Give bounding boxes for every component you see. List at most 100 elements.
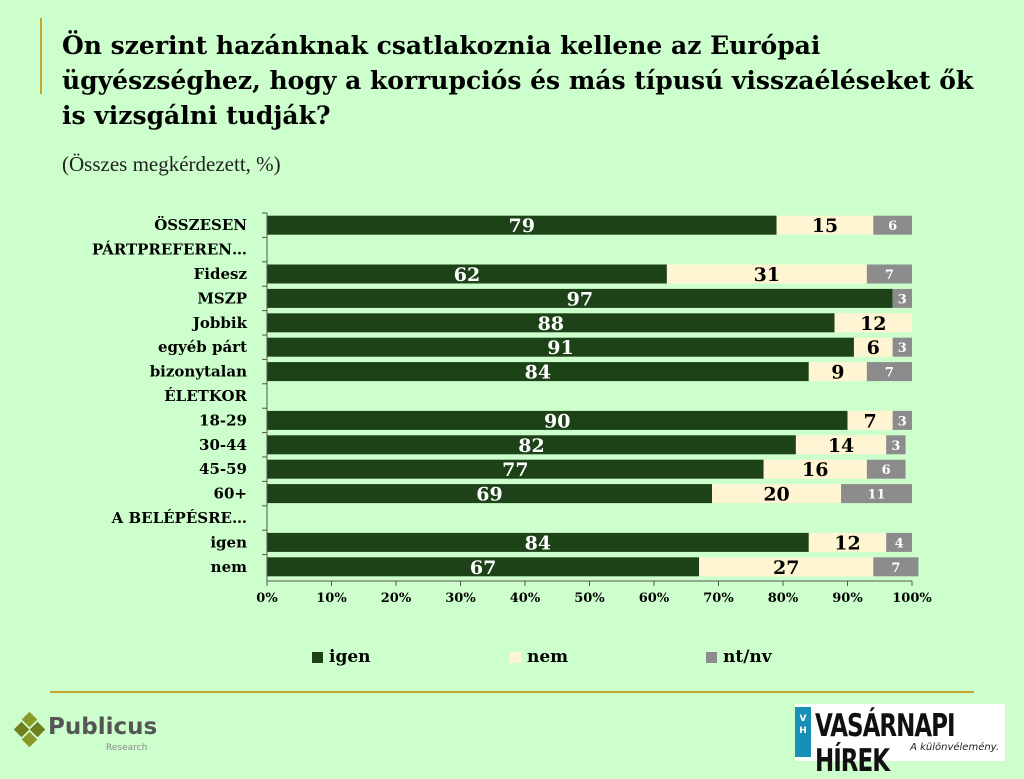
bar-segment-nem (808, 532, 887, 552)
title-accent-line (40, 18, 42, 94)
data-label-igen: 69 (476, 484, 502, 506)
bar-segment-nem (853, 337, 893, 357)
category-label: igen (210, 533, 247, 551)
category-label: 30-44 (199, 436, 247, 454)
data-label-igen: 77 (502, 459, 528, 481)
data-label-igen: 84 (525, 362, 551, 384)
x-tick-label: 80% (768, 591, 799, 606)
category-label: A BELÉPÉSRE… (111, 509, 247, 527)
x-tick-label: 90% (832, 591, 863, 606)
bar-segment-ntnv (873, 557, 919, 577)
data-label-nem: 15 (812, 215, 838, 237)
footer-divider (50, 691, 974, 693)
data-label-nem: 9 (831, 362, 844, 384)
category-label: nem (211, 558, 247, 576)
bar-segment-igen (267, 435, 796, 455)
data-label-ntnv: 7 (885, 268, 894, 283)
data-label-ntnv: 11 (867, 488, 885, 503)
category-label: egyéb párt (158, 338, 247, 356)
data-label-igen: 82 (518, 435, 544, 457)
chart-subtitle: (Összes megkérdezett, %) (62, 152, 281, 176)
bar-segment-igen (267, 337, 854, 357)
x-tick-label: 10% (316, 591, 347, 606)
data-label-ntnv: 7 (891, 561, 900, 576)
bar-segment-igen (267, 288, 893, 308)
bar-segment-igen (267, 362, 809, 382)
x-tick-label: 100% (892, 591, 932, 606)
bar-segment-ntnv (873, 215, 912, 235)
chart-legend: igen nem nt/nv (0, 647, 1024, 671)
data-label-ntnv: 6 (888, 219, 897, 234)
legend-label-nem: nem (527, 647, 569, 667)
bar-segment-ntnv (841, 484, 912, 504)
x-tick-label: 40% (510, 591, 541, 606)
category-label: 60+ (214, 485, 247, 503)
vh-box-mark: V H (795, 707, 811, 757)
legend-swatch-nem (510, 651, 521, 663)
legend-label-igen: igen (329, 647, 371, 667)
bar-segment-igen (267, 313, 835, 333)
data-label-nem: 12 (860, 313, 886, 335)
legend-swatch-ntnv (706, 651, 717, 663)
publicus-diamond-icon (14, 712, 46, 748)
bar-segment-ntnv (886, 532, 912, 552)
category-label: ÉLETKOR (164, 387, 247, 405)
vasarnapi-hirek-logo: V H VASÁRNAPI HÍREK A különvélemény. (795, 704, 1005, 779)
bar-segment-ntnv (866, 459, 906, 479)
bar-segment-igen (267, 557, 700, 577)
data-label-nem: 14 (828, 435, 854, 457)
data-label-igen: 88 (538, 313, 564, 335)
data-label-nem: 27 (773, 557, 799, 579)
x-tick-label: 70% (703, 591, 734, 606)
data-label-ntnv: 3 (898, 341, 907, 356)
data-label-igen: 62 (454, 264, 480, 286)
category-label: bizonytalan (150, 363, 247, 381)
bar-segment-nem (808, 362, 867, 382)
legend-label-ntnv: nt/nv (723, 647, 772, 667)
category-label: Fidesz (194, 265, 248, 283)
data-label-nem: 20 (763, 484, 789, 506)
data-label-igen: 79 (509, 215, 535, 237)
data-label-nem: 6 (867, 337, 880, 359)
data-label-ntnv: 3 (898, 414, 907, 429)
bar-segment-igen (267, 484, 713, 504)
publicus-logo-sub: Research (106, 743, 148, 753)
publicus-logo: Publicus Research (14, 712, 157, 756)
x-tick-label: 0% (256, 591, 278, 606)
category-label: ÖSSZESEN (154, 215, 247, 234)
legend-item-nem: nem (510, 647, 568, 667)
legend-item-igen: igen (312, 647, 371, 667)
data-label-ntnv: 3 (891, 439, 900, 454)
bar-segment-nem (795, 435, 887, 455)
category-label: 45-59 (199, 460, 247, 478)
category-label: PÁRTPREFEREN… (92, 241, 247, 259)
data-label-igen: 84 (525, 532, 551, 554)
data-label-igen: 91 (547, 337, 573, 359)
bar-segment-ntnv (892, 288, 912, 308)
bar-segment-ntnv (886, 435, 906, 455)
bar-segment-igen (267, 532, 809, 552)
bar-segment-ntnv (866, 362, 912, 382)
bar-segment-igen (267, 410, 848, 430)
data-label-igen: 67 (470, 557, 496, 579)
data-label-nem: 7 (863, 410, 876, 432)
data-label-igen: 97 (567, 288, 593, 310)
data-label-ntnv: 3 (898, 292, 907, 307)
bar-segment-ntnv (892, 337, 912, 357)
x-tick-label: 20% (381, 591, 412, 606)
data-label-nem: 31 (754, 264, 780, 286)
x-tick-label: 50% (574, 591, 605, 606)
bar-segment-nem (776, 215, 874, 235)
bar-segment-nem (834, 313, 912, 333)
bar-segment-igen (267, 215, 777, 235)
bar-segment-nem (712, 484, 842, 504)
legend-item-ntnv: nt/nv (706, 647, 772, 667)
legend-swatch-igen (312, 651, 323, 663)
data-label-nem: 12 (834, 532, 860, 554)
data-label-nem: 16 (802, 459, 828, 481)
category-label: MSZP (197, 289, 247, 307)
bar-segment-igen (267, 459, 764, 479)
bar-segment-ntnv (892, 410, 912, 430)
x-tick-label: 30% (445, 591, 476, 606)
